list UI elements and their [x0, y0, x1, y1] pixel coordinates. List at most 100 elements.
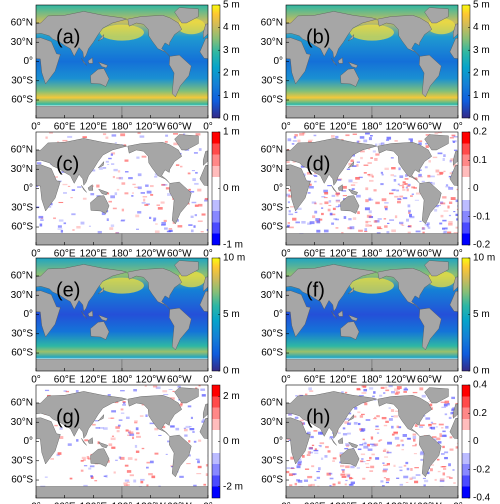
anomaly-speck — [204, 197, 208, 201]
anomaly-speck — [286, 467, 291, 469]
anomaly-speck — [453, 232, 458, 234]
lat-tick-label: 30°S — [261, 455, 283, 466]
anomaly-speck — [432, 156, 438, 159]
anomaly-speck — [360, 453, 366, 456]
anomaly-speck — [141, 202, 146, 204]
anomaly-speck — [344, 391, 348, 394]
anomaly-speck — [368, 197, 372, 201]
land — [348, 188, 358, 196]
anomaly-speck — [394, 436, 400, 440]
anomaly-speck — [428, 160, 431, 163]
anomaly-speck — [432, 423, 437, 425]
anomaly-speck — [351, 188, 355, 190]
lon-tick-label: 120°E — [330, 375, 358, 386]
land — [169, 307, 192, 351]
anomaly-speck — [394, 215, 398, 219]
land — [36, 391, 128, 439]
lon-tick-label: 180° — [112, 122, 133, 133]
anomaly-speck — [200, 231, 204, 233]
anomaly-speck — [88, 467, 92, 470]
anomaly-speck — [337, 179, 342, 181]
anomaly-speck — [135, 450, 140, 453]
colorbar-tick-label: 4 m — [223, 22, 240, 33]
anomaly-speck — [291, 143, 295, 145]
anomaly-speck — [336, 193, 339, 197]
anomaly-speck — [191, 201, 197, 204]
anomaly-speck — [376, 432, 380, 434]
anomaly-speck — [115, 459, 118, 462]
anomaly-speck — [455, 199, 458, 203]
anomaly-speck — [329, 477, 334, 480]
anomaly-speck — [318, 445, 322, 447]
land — [36, 486, 123, 498]
anomaly-speck — [146, 190, 152, 194]
colorbar-tick-label: 0.1 — [473, 155, 487, 166]
anomaly-speck — [404, 387, 407, 390]
land — [169, 434, 192, 478]
anomaly-speck — [430, 182, 435, 185]
anomaly-speck — [314, 452, 319, 454]
map-panel: (a) 60°N 30°N 0° 30°S 60°S 0° 60°E 120°E 180° 120°… — [11, 0, 240, 133]
anomaly-speck — [131, 195, 134, 197]
anomaly-speck — [308, 484, 312, 487]
anomaly-speck — [198, 203, 203, 207]
anomaly-speck — [438, 423, 444, 426]
anomaly-speck — [436, 437, 441, 441]
anomaly-speck — [192, 430, 195, 433]
anomaly-speck — [145, 184, 149, 187]
anomaly-speck — [384, 205, 388, 209]
anomaly-speck — [434, 478, 437, 481]
lat-tick-label: 60°N — [261, 271, 283, 282]
anomaly-speck — [402, 189, 406, 191]
anomaly-speck — [193, 152, 198, 154]
anomaly-speck — [425, 471, 430, 475]
anomaly-speck — [410, 468, 413, 471]
anomaly-speck — [442, 219, 447, 222]
anomaly-speck — [413, 453, 417, 455]
land — [340, 195, 360, 214]
anomaly-speck — [399, 483, 404, 486]
anomaly-speck — [168, 228, 173, 230]
anomaly-speck — [187, 172, 191, 175]
anomaly-speck — [401, 224, 405, 226]
lon-tick-label: 60°W — [167, 375, 192, 386]
lon-tick-label: 180° — [362, 375, 383, 386]
land — [87, 184, 94, 191]
anomaly-speck — [292, 161, 296, 163]
lon-tick-label: 120°W — [386, 375, 417, 386]
anomaly-speck — [194, 182, 199, 185]
anomaly-speck — [116, 188, 120, 191]
land — [286, 391, 378, 439]
anomaly-speck — [57, 452, 62, 455]
anomaly-speck — [141, 155, 147, 158]
lon-tick-label: 0° — [281, 249, 291, 260]
land — [81, 185, 87, 193]
anomaly-speck — [420, 458, 424, 461]
land — [90, 448, 110, 467]
land — [127, 142, 182, 184]
land — [453, 403, 458, 419]
anomaly-speck — [175, 164, 180, 166]
land — [424, 387, 449, 404]
anomaly-speck — [366, 460, 371, 462]
anomaly-speck — [338, 204, 341, 207]
anomaly-speck — [436, 173, 441, 176]
anomaly-speck — [108, 443, 113, 447]
anomaly-speck — [111, 152, 116, 155]
anomaly-speck — [331, 222, 335, 225]
anomaly-speck — [65, 390, 70, 393]
anomaly-speck — [110, 437, 116, 441]
anomaly-speck — [428, 423, 432, 427]
anomaly-speck — [357, 211, 360, 215]
land — [97, 160, 105, 169]
anomaly-speck — [53, 217, 56, 220]
anomaly-speck — [305, 432, 309, 435]
anomaly-speck — [44, 476, 48, 478]
anomaly-speck — [308, 447, 313, 450]
anomaly-speck — [413, 177, 418, 179]
land — [337, 57, 344, 64]
anomaly-speck — [453, 136, 458, 138]
land — [286, 233, 373, 245]
anomaly-speck — [124, 159, 129, 162]
lat-tick-label: 30°S — [11, 328, 33, 339]
